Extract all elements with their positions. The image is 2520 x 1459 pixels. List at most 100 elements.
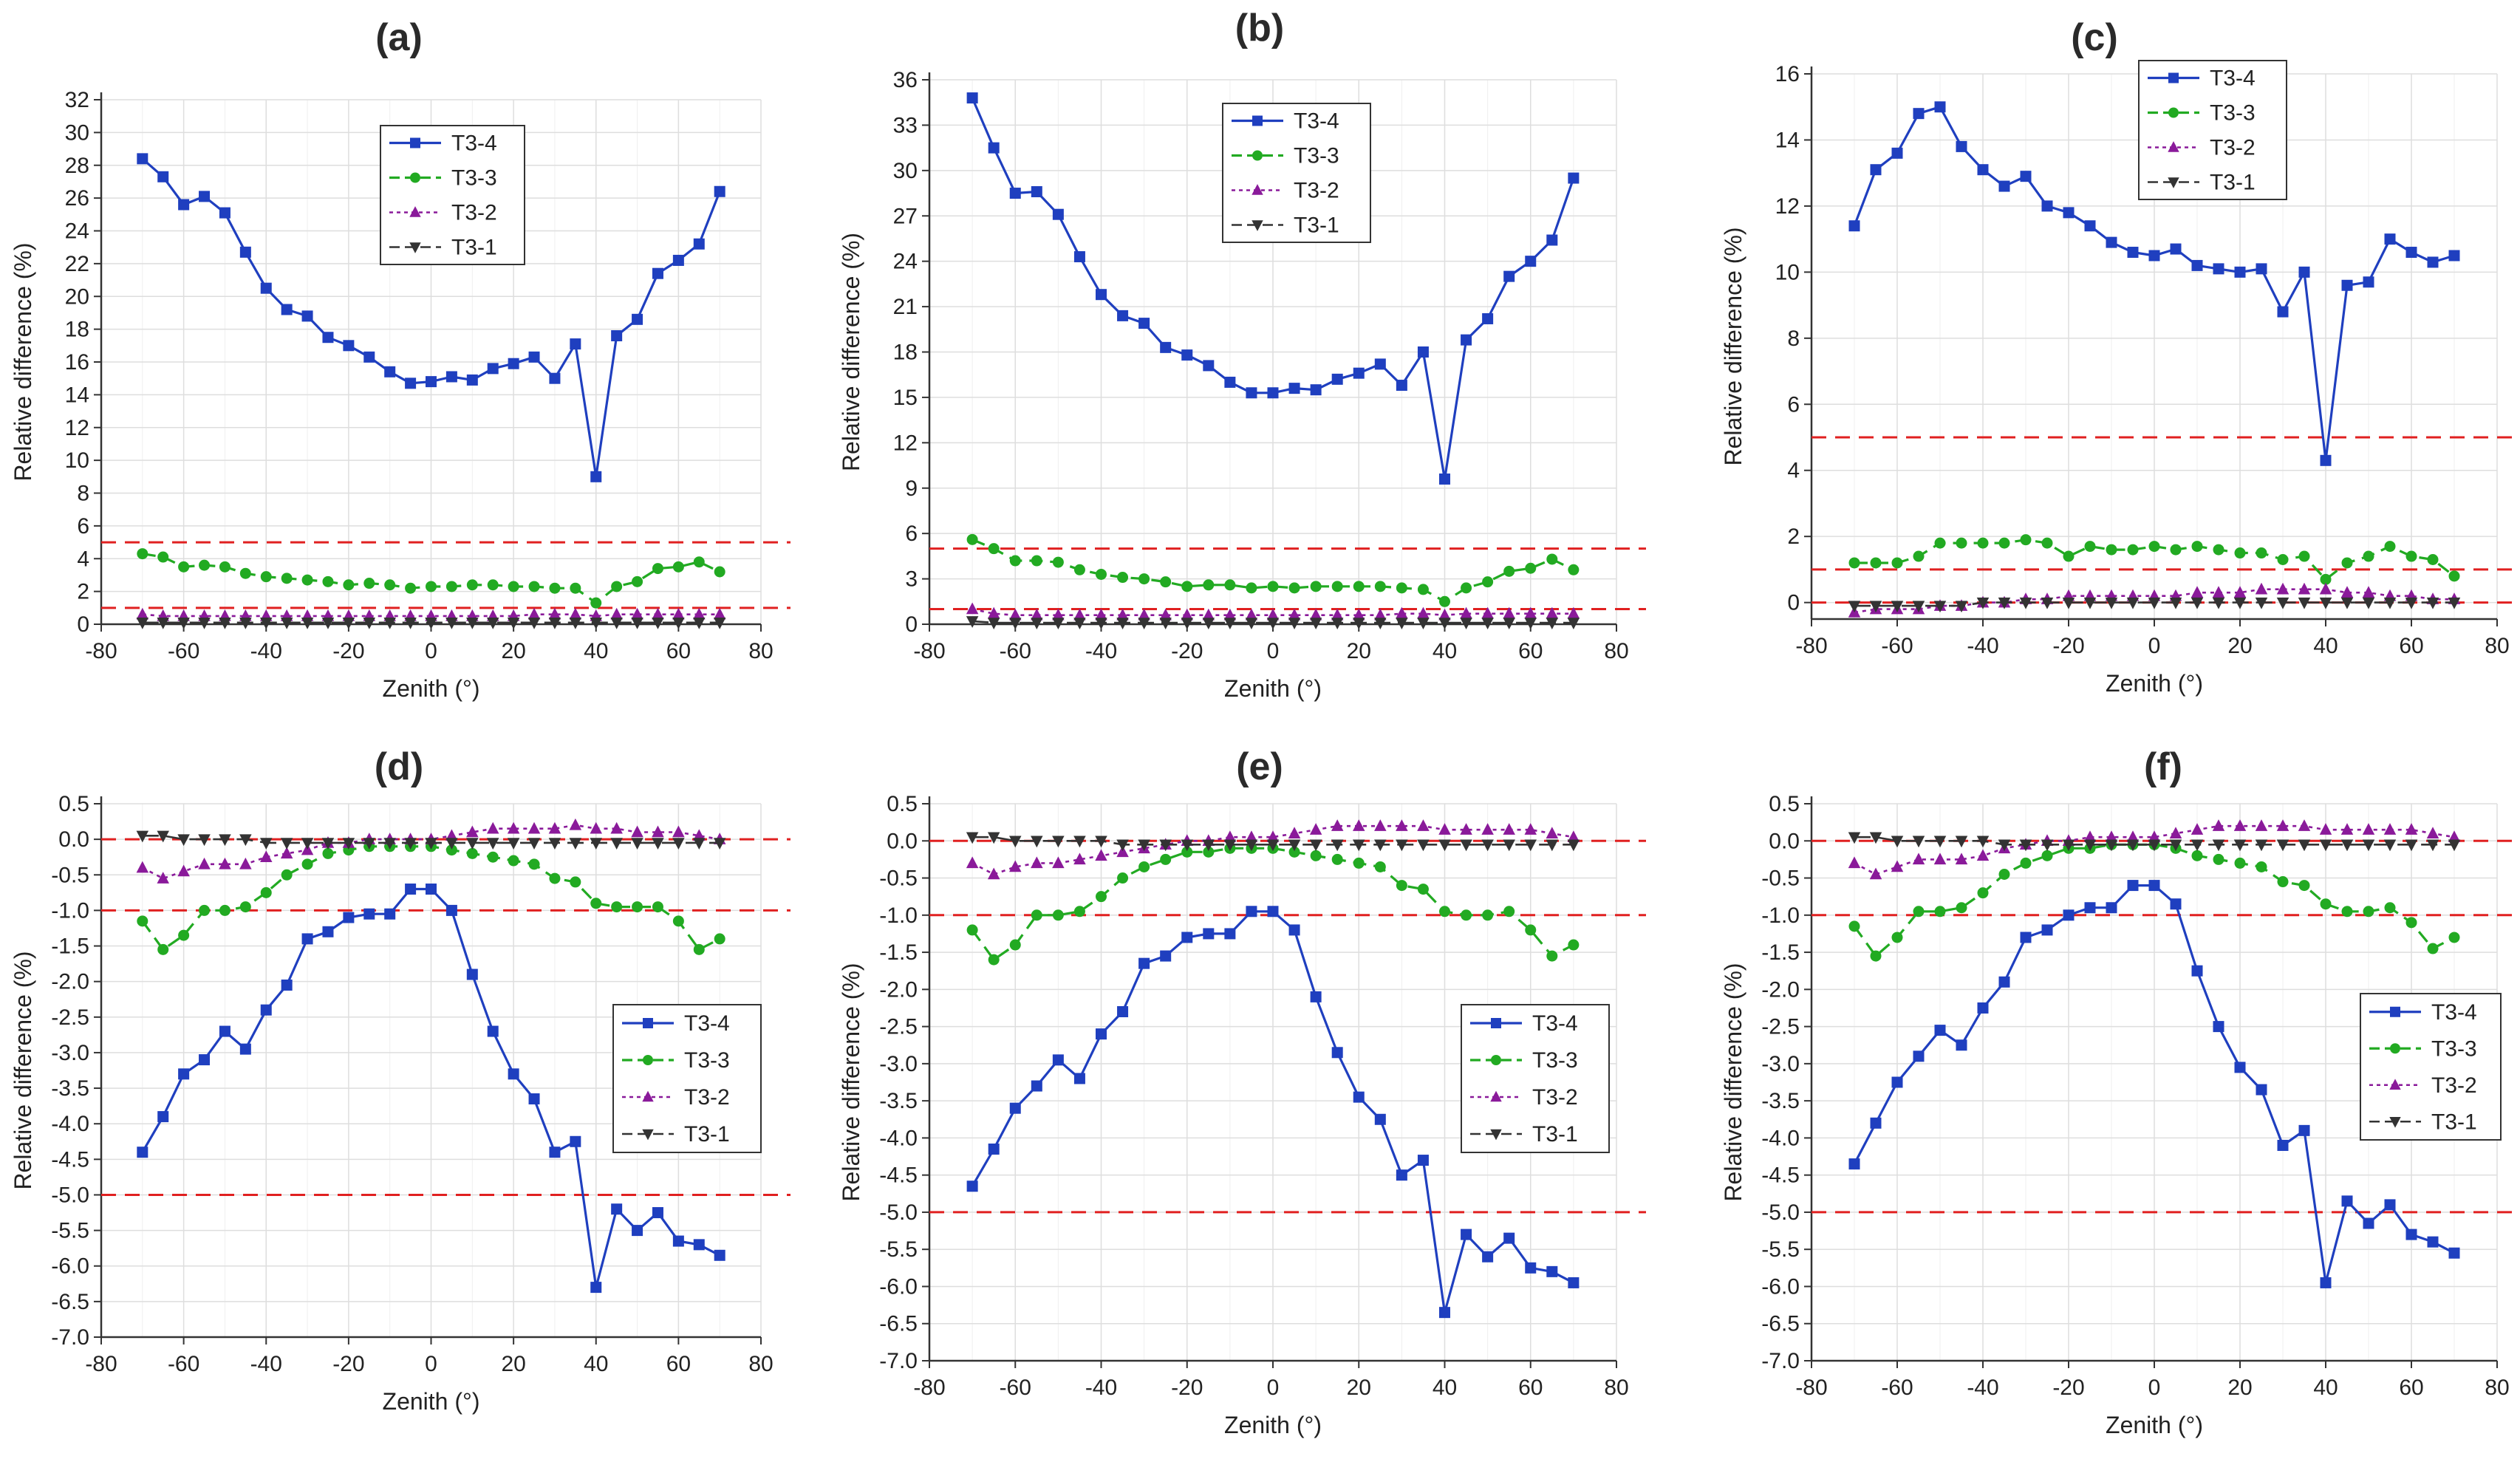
data-point bbox=[548, 838, 561, 850]
legend-marker bbox=[2168, 177, 2179, 188]
data-point bbox=[672, 838, 685, 850]
data-point bbox=[1267, 581, 1279, 592]
y-tick-label: -0.5 bbox=[1761, 867, 1800, 891]
y-tick-label: -5.5 bbox=[51, 1219, 89, 1243]
data-point bbox=[2298, 819, 2311, 831]
y-tick-label: -6.0 bbox=[1761, 1274, 1800, 1299]
data-point bbox=[693, 943, 705, 955]
data-point bbox=[1223, 618, 1237, 629]
data-point bbox=[1073, 251, 1085, 263]
data-point bbox=[2126, 839, 2140, 852]
data-point bbox=[1138, 957, 1150, 969]
x-tick-label: -20 bbox=[332, 1352, 364, 1376]
data-point bbox=[1396, 618, 1408, 629]
data-point bbox=[1202, 618, 1215, 629]
data-point bbox=[2363, 906, 2374, 918]
data-point bbox=[1976, 597, 1990, 609]
legend: T3-4 T3-3 T3-2 T3-1 bbox=[2138, 60, 2287, 200]
legend-box bbox=[1461, 1004, 1610, 1153]
data-point bbox=[1309, 823, 1322, 835]
data-point bbox=[1546, 1265, 1558, 1277]
data-point bbox=[1567, 830, 1580, 842]
chart-panel-e: -80 -60 -40 -20 0 20 40 60 80 -7.0 -6.5 -6.0 -5.5 -5.… bbox=[838, 745, 1646, 1438]
data-point bbox=[219, 561, 231, 573]
x-tick-label: 0 bbox=[2148, 1376, 2161, 1400]
data-point bbox=[2298, 839, 2311, 852]
data-point bbox=[2084, 220, 2096, 232]
data-point bbox=[2320, 898, 2332, 910]
series-t3-4 bbox=[966, 906, 1580, 1319]
data-point bbox=[1331, 581, 1343, 592]
x-tick-label: -40 bbox=[1085, 1376, 1117, 1400]
data-point bbox=[1288, 383, 1300, 394]
y-tick-label: 21 bbox=[893, 295, 918, 319]
series-t3-1 bbox=[1848, 597, 2461, 613]
data-point bbox=[2362, 839, 2375, 852]
data-point bbox=[714, 933, 725, 945]
data-point bbox=[569, 618, 582, 629]
data-point bbox=[1073, 608, 1086, 621]
data-point bbox=[322, 332, 334, 344]
data-point bbox=[1203, 360, 1215, 372]
data-point bbox=[987, 832, 1000, 844]
data-point bbox=[507, 821, 520, 834]
data-point bbox=[1976, 836, 1990, 848]
data-point bbox=[1353, 839, 1365, 852]
x-tick-label: 80 bbox=[748, 1352, 773, 1376]
data-point bbox=[199, 1054, 211, 1066]
data-point bbox=[2063, 550, 2075, 562]
data-point bbox=[1848, 832, 1861, 844]
x-tick-label: 0 bbox=[1267, 639, 1280, 663]
data-point bbox=[2063, 909, 2075, 921]
data-point bbox=[590, 471, 602, 482]
legend-label: T3-2 bbox=[2431, 1073, 2477, 1098]
data-point bbox=[157, 618, 169, 629]
legend-marker bbox=[2168, 141, 2179, 152]
data-point bbox=[2405, 247, 2417, 259]
data-point bbox=[2276, 597, 2289, 609]
panel-title: (d) bbox=[375, 745, 423, 788]
data-point bbox=[239, 1043, 251, 1055]
series-line bbox=[972, 620, 1574, 624]
data-point bbox=[1031, 555, 1042, 567]
series-t3-1 bbox=[966, 616, 1580, 629]
data-point bbox=[2383, 597, 2397, 609]
x-tick-label: -80 bbox=[1795, 1376, 1827, 1400]
x-tick-label: 80 bbox=[2485, 1376, 2509, 1400]
data-point bbox=[2448, 570, 2460, 582]
data-point bbox=[2276, 839, 2289, 852]
data-point bbox=[2448, 1247, 2460, 1259]
legend-marker bbox=[1490, 1090, 1502, 1102]
data-point bbox=[2020, 534, 2032, 546]
data-point bbox=[1869, 601, 1882, 613]
data-point bbox=[1309, 608, 1322, 621]
data-point bbox=[1288, 827, 1301, 838]
data-point bbox=[1848, 1158, 1860, 1170]
data-point bbox=[2148, 830, 2161, 842]
data-point bbox=[2405, 597, 2418, 609]
data-point bbox=[1009, 1102, 1021, 1114]
y-tick-label: 16 bbox=[65, 350, 89, 375]
data-point bbox=[1181, 349, 1193, 361]
data-point bbox=[1331, 618, 1344, 629]
data-point bbox=[1267, 906, 1279, 918]
series-t3-2 bbox=[1848, 819, 2461, 880]
data-point bbox=[1546, 234, 1558, 246]
y-tick-label: 4 bbox=[77, 547, 89, 571]
data-point bbox=[2448, 830, 2461, 842]
y-tick-label: 3 bbox=[905, 567, 918, 592]
data-point bbox=[1977, 537, 1989, 549]
data-point bbox=[1116, 839, 1129, 852]
data-point bbox=[2276, 819, 2289, 831]
data-point bbox=[2062, 839, 2075, 852]
data-point bbox=[137, 1147, 148, 1158]
data-point bbox=[1073, 852, 1086, 865]
data-point bbox=[384, 579, 396, 591]
data-point bbox=[1031, 856, 1043, 869]
data-point bbox=[301, 618, 314, 629]
data-point bbox=[1955, 852, 1968, 865]
legend-label: T3-4 bbox=[2210, 66, 2256, 91]
data-point bbox=[1482, 312, 1494, 324]
x-tick-label: -60 bbox=[1000, 1376, 1031, 1400]
series-line bbox=[1854, 836, 2454, 846]
